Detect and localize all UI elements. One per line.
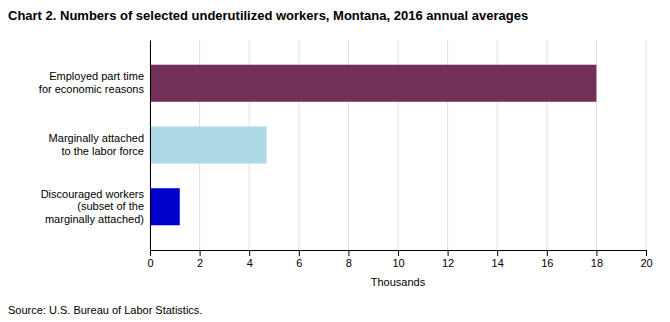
x-tick: 6 <box>296 250 302 269</box>
x-tick: 12 <box>442 250 454 269</box>
x-tick-label: 4 <box>247 257 253 269</box>
x-tick-mark <box>200 250 201 256</box>
y-axis: Discouraged workers(subset of themargina… <box>39 41 151 251</box>
title: Chart 2. Numbers of selected underutiliz… <box>8 8 528 23</box>
x-tick: 20 <box>640 250 652 269</box>
x-tick: 18 <box>591 250 603 269</box>
y-tick-label-line: Discouraged workers <box>41 188 145 200</box>
x-tick-label: 10 <box>392 257 404 269</box>
y-tick-label: Marginally attachedto the labor force <box>49 132 144 157</box>
y-tick: Employed part timefor economic reasons <box>39 70 145 95</box>
y-tick-label-line: marginally attached) <box>45 213 144 225</box>
x-tick-mark <box>448 250 449 256</box>
x-tick-mark <box>398 250 399 256</box>
x-tick-label: 8 <box>346 257 352 269</box>
x-axis-line <box>151 251 647 257</box>
x-tick-label: 20 <box>640 257 652 269</box>
grid-line <box>150 40 151 250</box>
x-tick-label: 12 <box>442 257 454 269</box>
x-tick-mark <box>646 250 647 256</box>
x-tick: 8 <box>346 250 352 269</box>
x-tick-mark <box>150 250 151 256</box>
y-tick-label: Discouraged workers(subset of themargina… <box>41 188 145 225</box>
x-tick-label: 18 <box>591 257 603 269</box>
x-tick: 0 <box>147 250 153 269</box>
x-tick-mark <box>497 250 498 256</box>
plot: 0 2 4 6 8 10 12 14 16 18 20 Discouraged workers(sub… <box>39 40 653 288</box>
x-tick-mark <box>249 250 250 256</box>
x-tick: 16 <box>541 250 553 269</box>
x-tick-mark <box>299 250 300 256</box>
x-tick-label: 0 <box>147 257 153 269</box>
x-tick: 2 <box>197 250 203 269</box>
y-axis-line <box>150 41 151 251</box>
y-tick-label-line: to the labor force <box>61 145 144 157</box>
source-note: Source: U.S. Bureau of Labor Statistics. <box>8 304 202 316</box>
x-axis: 0 2 4 6 8 10 12 14 16 18 20 <box>147 250 652 269</box>
y-tick-label-line: for economic reasons <box>39 83 145 95</box>
x-tick: 4 <box>247 250 253 269</box>
y-tick: Marginally attachedto the labor force <box>49 132 144 157</box>
x-tick: 14 <box>492 250 504 269</box>
bar <box>150 188 180 225</box>
bar <box>150 65 596 102</box>
x-tick-label: 14 <box>492 257 504 269</box>
chart: Chart 2. Numbers of selected underutiliz… <box>0 0 670 322</box>
x-tick-mark <box>596 250 597 256</box>
bars <box>150 65 596 226</box>
x-tick-label: 6 <box>296 257 302 269</box>
bar <box>150 126 267 163</box>
y-tick-label-line: Marginally attached <box>49 132 144 144</box>
x-tick-mark <box>348 250 349 256</box>
x-tick-label: 16 <box>541 257 553 269</box>
x-tick-label: 2 <box>197 257 203 269</box>
x-tick: 10 <box>392 250 404 269</box>
y-tick-label-line: (subset of the <box>77 200 144 212</box>
y-tick-label: Employed part timefor economic reasons <box>39 70 145 95</box>
x-tick-mark <box>547 250 548 256</box>
x-axis-title: Thousands <box>371 276 426 288</box>
grid <box>150 40 646 250</box>
y-tick: Discouraged workers(subset of themargina… <box>41 188 145 225</box>
grid-line <box>646 40 647 250</box>
y-tick-label-line: Employed part time <box>49 70 144 82</box>
